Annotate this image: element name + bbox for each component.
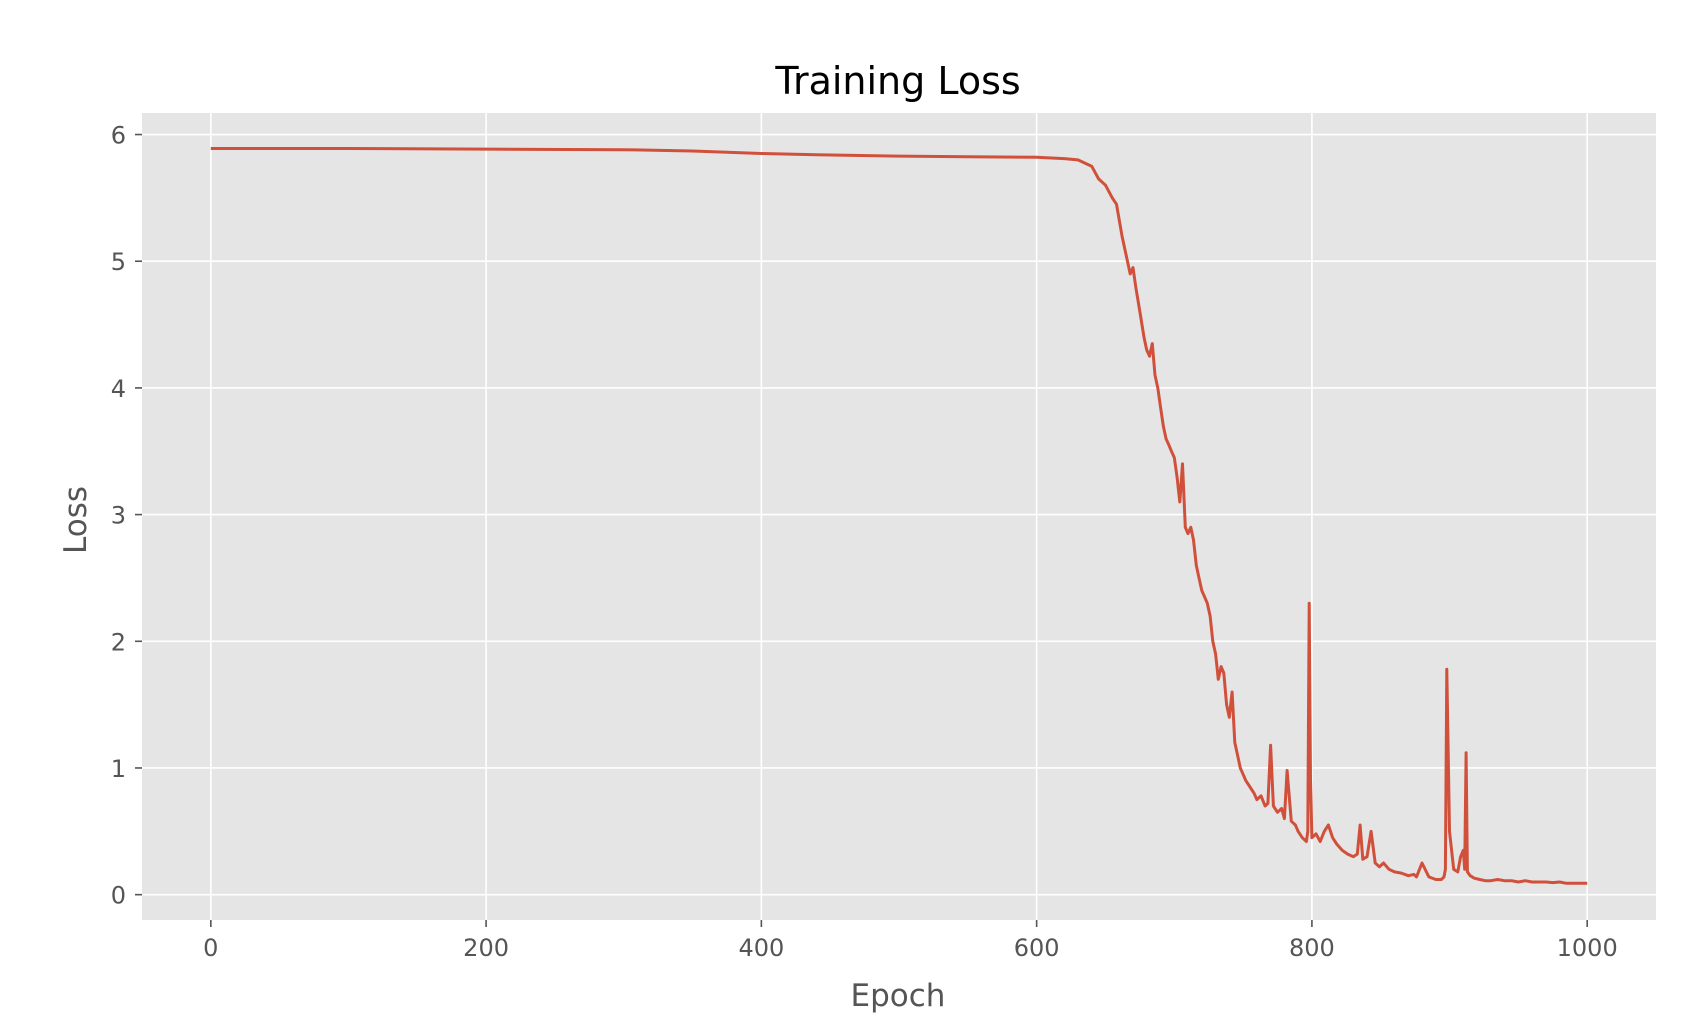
x-tick-label: 0 [203, 934, 218, 962]
y-tick-label: 4 [111, 375, 126, 403]
x-tick-label: 800 [1289, 934, 1335, 962]
x-axis-ticks: 0 200 400 600 800 1000 [203, 920, 1618, 962]
series-layer [210, 147, 1588, 885]
x-tick-label: 400 [738, 934, 784, 962]
loss-line [210, 147, 1588, 885]
x-axis-label: Epoch [851, 978, 946, 1014]
grid-lines [142, 113, 1656, 920]
y-axis-label: Loss [58, 486, 94, 554]
x-tick-label: 1000 [1557, 934, 1618, 962]
y-tick-label: 3 [111, 502, 126, 530]
x-tick-label: 200 [463, 934, 509, 962]
y-tick-label: 1 [111, 755, 126, 783]
y-tick-label: 6 [111, 122, 126, 150]
chart-title: Training Loss [774, 59, 1020, 103]
y-tick-label: 2 [111, 628, 126, 656]
plot-area [142, 113, 1656, 920]
y-tick-label: 0 [111, 882, 126, 910]
y-axis-ticks: 0 1 2 3 4 5 6 [111, 122, 142, 910]
x-tick-label: 600 [1014, 934, 1060, 962]
y-tick-label: 5 [111, 248, 126, 276]
